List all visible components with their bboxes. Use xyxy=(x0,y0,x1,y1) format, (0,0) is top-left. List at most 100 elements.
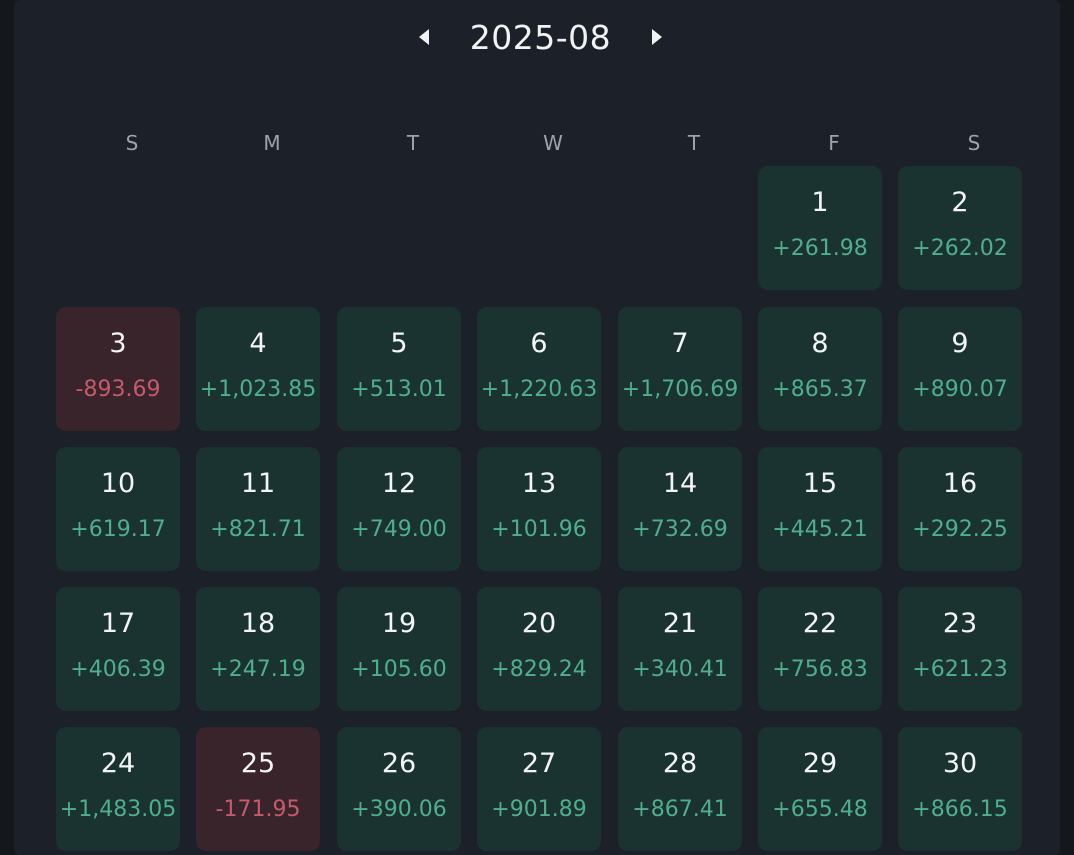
day-pnl-value: +619.17 xyxy=(70,517,166,542)
day-pnl-value: +890.07 xyxy=(912,377,1008,402)
day-number: 5 xyxy=(390,328,408,359)
day-pnl-value: +101.96 xyxy=(491,517,587,542)
day-pnl-value: +445.21 xyxy=(772,517,868,542)
day-number: 11 xyxy=(240,468,276,499)
day-number: 8 xyxy=(811,328,829,359)
day-number: 19 xyxy=(381,608,417,639)
day-number: 7 xyxy=(671,328,689,359)
day-pnl-value: +105.60 xyxy=(351,657,447,682)
day-pnl-value: +732.69 xyxy=(632,517,728,542)
weekday-label-thu: T xyxy=(687,131,701,155)
previous-month-button[interactable] xyxy=(409,22,439,52)
day-cell[interactable]: 21 +340.41 xyxy=(618,587,742,711)
day-number: 16 xyxy=(942,468,978,499)
day-cell[interactable]: 12 +749.00 xyxy=(337,447,461,571)
day-cell[interactable]: 16 +292.25 xyxy=(898,447,1022,571)
weekday-label-fri: F xyxy=(828,131,840,155)
weekday-header-row: S M T W T F S xyxy=(14,128,1060,158)
day-number: 2 xyxy=(951,187,969,218)
day-cell[interactable]: 29 +655.48 xyxy=(758,727,882,851)
day-number: 27 xyxy=(521,748,557,779)
day-pnl-value: -893.69 xyxy=(75,377,161,402)
day-number: 25 xyxy=(240,748,276,779)
day-cell[interactable]: 3 -893.69 xyxy=(56,307,180,431)
day-cell[interactable]: 8 +865.37 xyxy=(758,307,882,431)
day-pnl-value: +390.06 xyxy=(351,797,447,822)
day-number: 21 xyxy=(662,608,698,639)
day-pnl-value: +406.39 xyxy=(70,657,166,682)
day-cell[interactable]: 5 +513.01 xyxy=(337,307,461,431)
day-pnl-value: +1,483.05 xyxy=(59,797,177,822)
day-pnl-value: +292.25 xyxy=(912,517,1008,542)
calendar-header: 2025-08 xyxy=(14,0,1060,76)
day-pnl-value: +247.19 xyxy=(210,657,306,682)
day-pnl-value: +655.48 xyxy=(772,797,868,822)
day-pnl-value: +821.71 xyxy=(210,517,306,542)
day-cell[interactable]: 15 +445.21 xyxy=(758,447,882,571)
day-cell[interactable]: 10 +619.17 xyxy=(56,447,180,571)
weekday-label-sun: S xyxy=(125,131,139,155)
day-cell[interactable]: 13 +101.96 xyxy=(477,447,601,571)
day-number: 13 xyxy=(521,468,557,499)
weekday-label-wed: W xyxy=(543,131,563,155)
day-pnl-value: +749.00 xyxy=(351,517,447,542)
day-number: 17 xyxy=(100,608,136,639)
next-month-button[interactable] xyxy=(642,22,672,52)
day-number: 20 xyxy=(521,608,557,639)
day-number: 3 xyxy=(109,328,127,359)
day-cell[interactable]: 30 +866.15 xyxy=(898,727,1022,851)
day-pnl-value: +865.37 xyxy=(772,377,868,402)
day-pnl-value: +262.02 xyxy=(912,236,1008,261)
day-cell[interactable]: 22 +756.83 xyxy=(758,587,882,711)
day-pnl-value: +261.98 xyxy=(772,236,868,261)
day-cell[interactable]: 7 +1,706.69 xyxy=(618,307,742,431)
day-cell[interactable]: 2 +262.02 xyxy=(898,166,1022,290)
day-number: 15 xyxy=(802,468,838,499)
weekday-label-mon: M xyxy=(263,131,281,155)
day-number: 30 xyxy=(942,748,978,779)
weekday-label-sat: S xyxy=(967,131,981,155)
day-cell[interactable]: 27 +901.89 xyxy=(477,727,601,851)
day-pnl-value: +756.83 xyxy=(772,657,868,682)
month-title: 2025-08 xyxy=(469,18,612,57)
day-number: 26 xyxy=(381,748,417,779)
day-cell[interactable]: 23 +621.23 xyxy=(898,587,1022,711)
day-number: 14 xyxy=(662,468,698,499)
day-number: 12 xyxy=(381,468,417,499)
day-cell[interactable]: 25 -171.95 xyxy=(196,727,320,851)
day-number: 6 xyxy=(530,328,548,359)
triangle-left-icon xyxy=(419,29,429,45)
day-number: 1 xyxy=(811,187,829,218)
day-pnl-value: +1,220.63 xyxy=(480,377,598,402)
day-number: 9 xyxy=(951,328,969,359)
day-number: 28 xyxy=(662,748,698,779)
day-number: 29 xyxy=(802,748,838,779)
day-number: 22 xyxy=(802,608,838,639)
day-cell[interactable]: 11 +821.71 xyxy=(196,447,320,571)
day-number: 4 xyxy=(249,328,267,359)
calendar-day-grid: 1 +261.98 2 +262.02 3 -893.69 4 +1,023.85 5 +513.… xyxy=(14,0,1060,855)
day-cell[interactable]: 6 +1,220.63 xyxy=(477,307,601,431)
day-cell[interactable]: 20 +829.24 xyxy=(477,587,601,711)
day-pnl-value: +621.23 xyxy=(912,657,1008,682)
day-number: 18 xyxy=(240,608,276,639)
day-cell[interactable]: 17 +406.39 xyxy=(56,587,180,711)
day-pnl-value: +866.15 xyxy=(912,797,1008,822)
day-number: 24 xyxy=(100,748,136,779)
day-pnl-value: +901.89 xyxy=(491,797,587,822)
day-cell[interactable]: 9 +890.07 xyxy=(898,307,1022,431)
day-cell[interactable]: 26 +390.06 xyxy=(337,727,461,851)
day-pnl-value: +1,023.85 xyxy=(199,377,317,402)
day-cell[interactable]: 28 +867.41 xyxy=(618,727,742,851)
day-cell[interactable]: 1 +261.98 xyxy=(758,166,882,290)
day-number: 10 xyxy=(100,468,136,499)
day-cell[interactable]: 14 +732.69 xyxy=(618,447,742,571)
day-cell[interactable]: 18 +247.19 xyxy=(196,587,320,711)
day-number: 23 xyxy=(942,608,978,639)
day-pnl-value: +340.41 xyxy=(632,657,728,682)
weekday-label-tue: T xyxy=(406,131,420,155)
day-cell[interactable]: 4 +1,023.85 xyxy=(196,307,320,431)
triangle-right-icon xyxy=(652,29,662,45)
day-cell[interactable]: 19 +105.60 xyxy=(337,587,461,711)
day-cell[interactable]: 24 +1,483.05 xyxy=(56,727,180,851)
